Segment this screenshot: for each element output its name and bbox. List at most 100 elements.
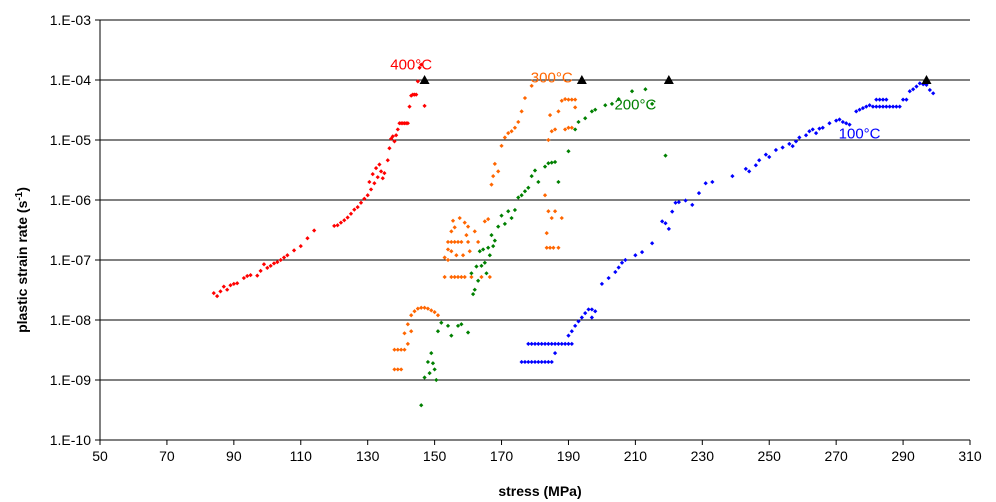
data-point bbox=[519, 359, 524, 365]
data-point bbox=[519, 193, 524, 198]
data-point bbox=[663, 153, 668, 158]
data-point bbox=[539, 341, 544, 346]
data-point bbox=[566, 333, 571, 338]
data-point bbox=[465, 330, 471, 335]
data-point bbox=[432, 310, 437, 315]
data-point bbox=[603, 103, 608, 108]
data-point bbox=[479, 274, 484, 280]
y-tick-label: 1.E-06 bbox=[50, 192, 91, 208]
data-point bbox=[516, 195, 521, 200]
data-point bbox=[542, 341, 548, 346]
data-point bbox=[790, 144, 795, 149]
data-point bbox=[435, 313, 441, 318]
data-point bbox=[390, 134, 395, 139]
data-point bbox=[753, 163, 758, 168]
data-point bbox=[613, 269, 618, 275]
data-point bbox=[399, 367, 404, 372]
data-point bbox=[546, 359, 551, 365]
data-point bbox=[429, 308, 434, 313]
data-point bbox=[904, 97, 909, 102]
data-point bbox=[455, 239, 461, 245]
data-point bbox=[405, 322, 410, 327]
data-point bbox=[499, 213, 504, 218]
series-200C bbox=[419, 87, 668, 408]
data-point bbox=[583, 116, 588, 121]
data-point bbox=[676, 200, 682, 205]
data-point bbox=[312, 228, 317, 233]
triangle-marker bbox=[419, 75, 430, 84]
data-point bbox=[532, 359, 538, 365]
data-point bbox=[509, 129, 514, 134]
data-point bbox=[763, 152, 769, 157]
data-point bbox=[542, 359, 548, 365]
data-point bbox=[670, 209, 675, 214]
data-point bbox=[797, 135, 802, 140]
data-point bbox=[373, 165, 379, 171]
data-point bbox=[696, 191, 702, 196]
data-point bbox=[455, 274, 461, 280]
data-point bbox=[457, 215, 462, 221]
data-point bbox=[380, 176, 385, 181]
triangle-markers bbox=[419, 75, 932, 84]
data-point bbox=[914, 84, 919, 89]
data-point bbox=[430, 361, 436, 366]
data-point bbox=[459, 322, 464, 327]
data-point bbox=[536, 341, 541, 346]
data-point bbox=[529, 341, 534, 346]
data-point bbox=[884, 97, 889, 102]
data-point bbox=[532, 341, 538, 346]
data-point bbox=[445, 239, 451, 245]
x-tick-label: 290 bbox=[891, 448, 915, 464]
y-axis-title-close: ) bbox=[14, 187, 30, 192]
data-point bbox=[549, 341, 554, 346]
data-point bbox=[489, 182, 494, 187]
data-point bbox=[927, 87, 932, 93]
data-point bbox=[512, 207, 518, 213]
data-point bbox=[449, 249, 454, 254]
data-point bbox=[509, 215, 514, 221]
data-point bbox=[394, 133, 399, 138]
data-point bbox=[474, 264, 479, 269]
data-point bbox=[910, 87, 916, 92]
data-point bbox=[412, 309, 417, 314]
data-point bbox=[362, 196, 367, 201]
data-point bbox=[258, 268, 263, 273]
data-point bbox=[375, 175, 380, 180]
data-point bbox=[425, 306, 431, 311]
data-point bbox=[522, 95, 528, 101]
x-tick-label: 210 bbox=[624, 448, 648, 464]
grid-lines bbox=[100, 19, 970, 381]
data-point bbox=[439, 320, 444, 325]
data-point bbox=[834, 118, 839, 123]
data-point bbox=[576, 319, 581, 324]
data-point bbox=[743, 166, 748, 172]
data-point bbox=[335, 223, 340, 228]
data-point bbox=[218, 289, 223, 294]
data-point bbox=[549, 160, 554, 165]
data-point bbox=[392, 347, 397, 352]
data-point bbox=[837, 117, 842, 122]
data-point bbox=[931, 91, 936, 96]
data-point bbox=[820, 125, 825, 130]
y-tick-label: 1.E-08 bbox=[50, 312, 91, 328]
x-tick-label: 270 bbox=[824, 448, 848, 464]
data-point bbox=[265, 265, 270, 270]
data-point bbox=[342, 218, 347, 223]
data-point bbox=[435, 329, 441, 334]
data-point bbox=[472, 229, 477, 234]
data-point bbox=[559, 341, 564, 346]
data-point bbox=[298, 244, 303, 249]
data-point bbox=[462, 274, 467, 280]
data-point bbox=[569, 341, 574, 346]
data-point bbox=[917, 81, 922, 86]
data-point bbox=[569, 329, 574, 334]
data-point bbox=[562, 127, 568, 132]
data-point bbox=[649, 241, 655, 246]
data-point bbox=[730, 174, 735, 179]
data-point bbox=[454, 253, 459, 258]
triangle-marker bbox=[921, 75, 932, 84]
data-point bbox=[544, 231, 549, 236]
data-point bbox=[619, 260, 625, 265]
data-point bbox=[477, 249, 482, 254]
data-point bbox=[566, 149, 571, 154]
